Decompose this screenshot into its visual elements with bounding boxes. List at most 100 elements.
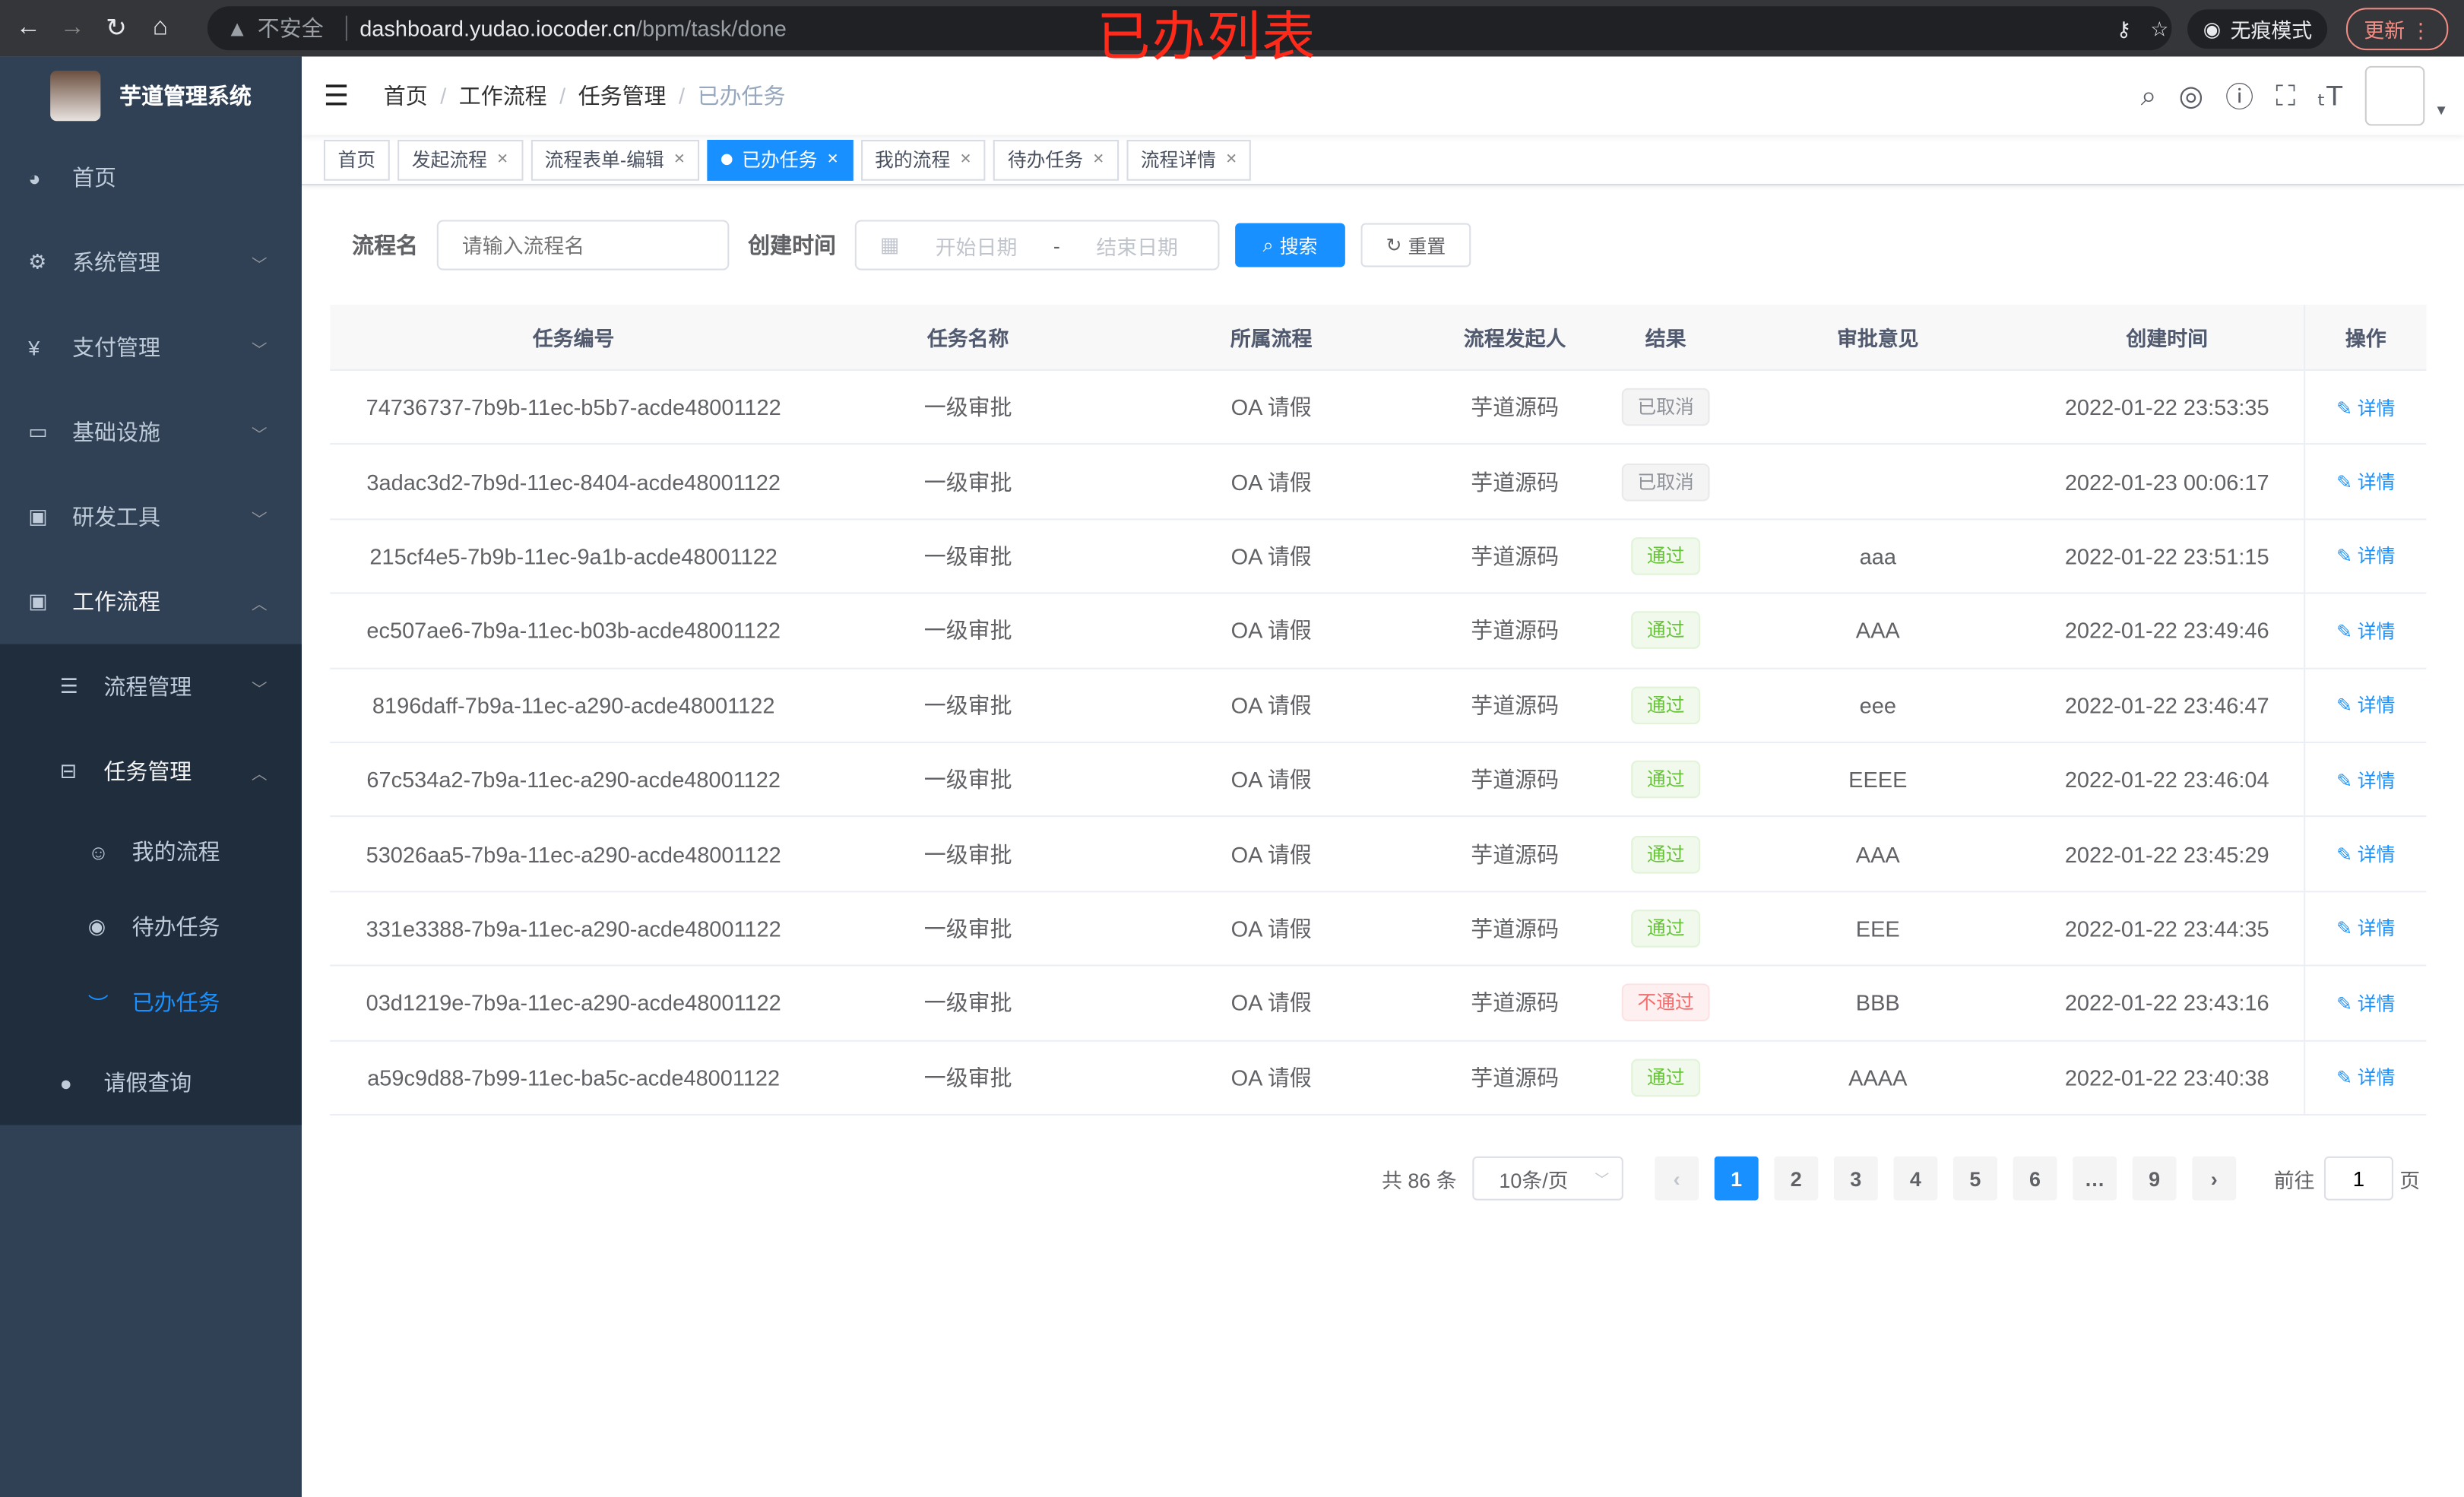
detail-link[interactable]: ✎ 详情 [2336,617,2395,644]
page-button[interactable]: 5 [1953,1156,1997,1201]
breadcrumb-item[interactable]: 工作流程 [458,83,547,109]
table-row: 03d1219e-7b9a-11ec-a290-acde48001122 一级审批… [330,966,2427,1041]
star-icon[interactable]: ☆ [2150,16,2169,40]
fullscreen-icon[interactable]: ⛶ [2276,79,2296,111]
caret-down-icon[interactable]: ▼ [2434,102,2449,119]
incognito-badge[interactable]: ◉ 无痕模式 [2187,9,2328,49]
search-icon[interactable]: ⌕ [2140,79,2157,111]
sidebar: 芋道管理系统 ◕ 首页 ⚙ 系统管理 ﹀ ¥ 支付管理 ﹀ ▭ 基础设施 ﹀ ▣ 研发工具 ﹀ ▣… [0,56,302,1497]
forward-icon[interactable]: → [59,14,85,41]
page-button[interactable]: 1 [1714,1156,1759,1201]
close-icon[interactable]: ✕ [1225,150,1237,167]
sidebar-item-todo[interactable]: ◉ 待办任务 [0,889,302,964]
update-button[interactable]: 更新 ⋮ [2346,8,2449,51]
detail-link[interactable]: ✎ 详情 [2336,766,2395,793]
yen-icon: ¥ [28,335,40,359]
tag-2[interactable]: 流程表单-编辑 ✕ [530,138,700,180]
sidebar-item-pay[interactable]: ¥ 支付管理 ﹀ [0,305,302,390]
page-size-select[interactable]: 10条/页 ﹀ [1472,1156,1623,1201]
goto-label: 前往 [2273,1168,2315,1192]
end-date[interactable]: 结束日期 [1096,235,1178,259]
github-icon[interactable]: ◎ [2178,79,2204,111]
detail-link[interactable]: ✎ 详情 [2336,915,2395,942]
page-button[interactable]: 6 [2013,1156,2057,1201]
key-icon[interactable]: ⚷ [2116,16,2132,40]
font-size-icon[interactable]: ₜT [2317,79,2343,111]
sidebar-logo[interactable]: 芋道管理系统 [0,56,302,135]
sidebar-item-system[interactable]: ⚙ 系统管理 ﹀ [0,220,302,305]
sidebar-item-infra[interactable]: ▭ 基础设施 ﹀ [0,390,302,475]
update-label: 更新 [2364,18,2405,43]
detail-link[interactable]: ✎ 详情 [2336,543,2395,569]
detail-link[interactable]: ✎ 详情 [2336,468,2395,495]
detail-link[interactable]: ✎ 详情 [2336,989,2395,1016]
column-header: 任务名称 [926,327,1009,351]
home-icon[interactable]: ⌂ [152,14,168,41]
goto-page-input[interactable] [2323,1156,2393,1201]
address-bar[interactable]: ▲ 不安全 dashboard.yudao.iocoder.cn/bpm/tas… [207,6,2172,51]
table-row: 53026aa5-7b9a-11ec-a290-acde48001122 一级审批… [330,817,2427,892]
tag-6[interactable]: 流程详情 ✕ [1126,138,1252,180]
hamburger-icon[interactable]: ☰ [323,79,350,111]
back-icon[interactable]: ← [15,14,41,41]
sidebar-item-workflow[interactable]: ▣ 工作流程 ︿ [0,559,302,644]
page-button[interactable]: 3 [1833,1156,1878,1201]
sidebar-item-devtools[interactable]: ▣ 研发工具 ﹀ [0,474,302,559]
reset-button[interactable]: ↻ 重置 [1360,223,1471,267]
gear-icon: ⚙ [28,249,47,274]
detail-link[interactable]: ✎ 详情 [2336,840,2395,867]
menu-label: 系统管理 [72,249,160,275]
reload-icon[interactable]: ↻ [106,15,127,43]
detail-label: 详情 [2357,397,2396,419]
detail-link[interactable]: ✎ 详情 [2336,394,2395,420]
breadcrumb-item[interactable]: 任务管理 [578,83,667,109]
process-name-input[interactable] [436,220,730,271]
sidebar-item-done[interactable]: ︶ 已办任务 [0,965,302,1040]
date-range-picker[interactable]: ▦ 开始日期 - 结束日期 [854,220,1220,271]
page-button[interactable]: 9 [2132,1156,2177,1201]
cell: 67c534a2-7b9a-11ec-a290-acde48001122 [366,767,781,793]
tag-0[interactable]: 首页 [323,138,390,180]
tag-4[interactable]: 我的流程 ✕ [860,138,986,180]
tag-1[interactable]: 发起流程 ✕ [397,138,523,180]
cell: 03d1219e-7b9a-11ec-a290-acde48001122 [366,990,781,1016]
column-header: 创建时间 [2126,327,2208,351]
url-path: /bpm/task/done [635,15,787,41]
search-button[interactable]: ⌕ 搜索 [1235,223,1345,267]
close-icon[interactable]: ✕ [826,150,839,167]
menu-label: 研发工具 [72,504,160,530]
more-pages-button[interactable]: … [2073,1156,2117,1201]
close-icon[interactable]: ✕ [496,150,509,167]
list-icon: ☰ [59,674,78,698]
avatar[interactable] [2364,65,2425,126]
start-date[interactable]: 开始日期 [935,235,1018,259]
detail-link[interactable]: ✎ 详情 [2336,692,2395,718]
cell: OA 请假 [1230,618,1312,644]
help-icon[interactable]: ⓘ [2225,81,2254,113]
close-icon[interactable]: ✕ [673,150,686,167]
tag-5[interactable]: 待办任务 ✕ [993,138,1119,180]
tag-3[interactable]: 已办任务 ✕ [707,138,854,180]
cell: 芋道源码 [1471,1065,1560,1090]
sidebar-item-process-manage[interactable]: ☰ 流程管理 ﹀ [0,644,302,730]
cell: 2022-01-23 00:06:17 [2064,469,2269,495]
cell: 一级审批 [923,618,1012,644]
prev-page-button[interactable]: ‹ [1655,1156,1699,1201]
cell: 8196daff-7b9a-11ec-a290-acde48001122 [372,692,775,718]
close-icon[interactable]: ✕ [1092,150,1105,167]
page-button[interactable]: 2 [1774,1156,1819,1201]
next-page-button[interactable]: › [2192,1156,2237,1201]
page-button[interactable]: 4 [1893,1156,1938,1201]
detail-label: 详情 [2357,471,2396,494]
sidebar-item-my-process[interactable]: ☺ 我的流程 [0,814,302,889]
close-icon[interactable]: ✕ [959,150,972,167]
cell: 一级审批 [923,394,1012,420]
breadcrumb-item[interactable]: 首页 [383,83,428,109]
sidebar-item-task-manage[interactable]: ⊟ 任务管理 ︿ [0,729,302,814]
sidebar-item-home[interactable]: ◕ 首页 [0,135,302,220]
cell: 芋道源码 [1471,469,1560,495]
detail-link[interactable]: ✎ 详情 [2336,1064,2395,1090]
tree-icon: ⊟ [59,758,78,783]
sidebar-item-leave[interactable]: ● 请假查询 [0,1040,302,1125]
result-badge: 通过 [1631,537,1701,575]
